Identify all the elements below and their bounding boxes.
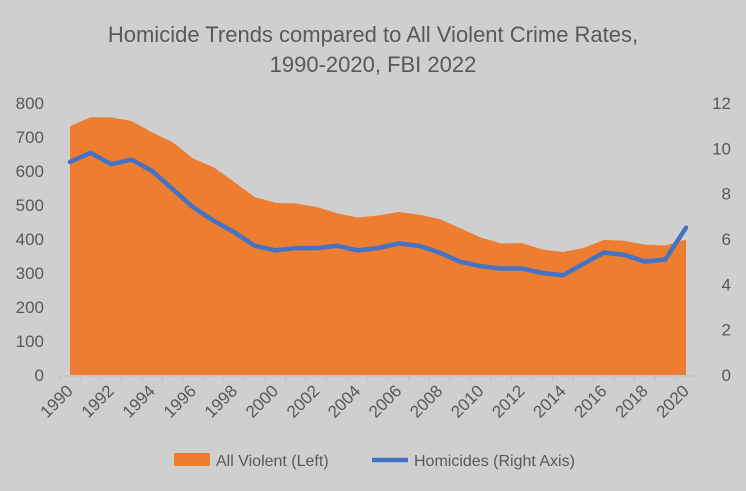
right-tick-label: 4 [722,275,731,294]
left-tick-label: 700 [16,128,44,147]
x-axis: 1990 1992 1994 1996 1998 2000 2002 2004 2006 2008… [37,376,693,422]
left-tick-label: 0 [35,366,44,385]
x-tick-label: 1990 [37,381,77,421]
chart-title-line-2: 1990-2020, FBI 2022 [270,52,477,77]
right-tick-label: 0 [722,366,731,385]
chart-title-line-1: Homicide Trends compared to All Violent … [108,22,638,47]
series-homicides-line [67,150,689,278]
legend-label-homicides: Homicides (Right Axis) [414,453,575,470]
x-tick-label: 2000 [242,381,282,421]
x-tick-label: 2006 [365,381,405,421]
right-tick-label: 2 [722,321,731,340]
legend: All Violent (Left) Homicides (Right Axis… [174,453,575,470]
right-tick-label: 8 [722,185,731,204]
left-axis: 0 100 200 300 400 500 600 700 800 [16,94,44,385]
x-tick-label: 2014 [529,381,569,421]
x-tick-label: 1998 [201,381,241,421]
x-tick-label: 2010 [447,381,487,421]
legend-label-all-violent: All Violent (Left) [216,453,329,470]
x-tick-label: 2020 [653,381,693,421]
x-tick-label: 2004 [324,381,364,421]
x-tick-label: 2018 [612,381,652,421]
x-tick-label: 1994 [119,381,159,421]
left-tick-label: 200 [16,298,44,317]
legend-swatch-all-violent [174,453,210,466]
right-tick-label: 10 [712,139,731,158]
right-axis: 0 2 4 6 8 10 12 [712,94,731,385]
left-tick-label: 600 [16,162,44,181]
left-tick-label: 300 [16,264,44,283]
x-tick-label: 2008 [406,381,446,421]
x-tick-label: 1992 [78,381,118,421]
x-tick-label: 2002 [283,381,323,421]
left-tick-label: 800 [16,94,44,113]
left-tick-label: 100 [16,332,44,351]
x-tick-label: 1996 [160,381,200,421]
right-tick-label: 12 [712,94,731,113]
right-tick-label: 6 [722,230,731,249]
left-tick-label: 400 [16,230,44,249]
x-tick-label: 2016 [571,381,611,421]
x-tick-label: 2012 [488,381,528,421]
left-tick-label: 500 [16,196,44,215]
